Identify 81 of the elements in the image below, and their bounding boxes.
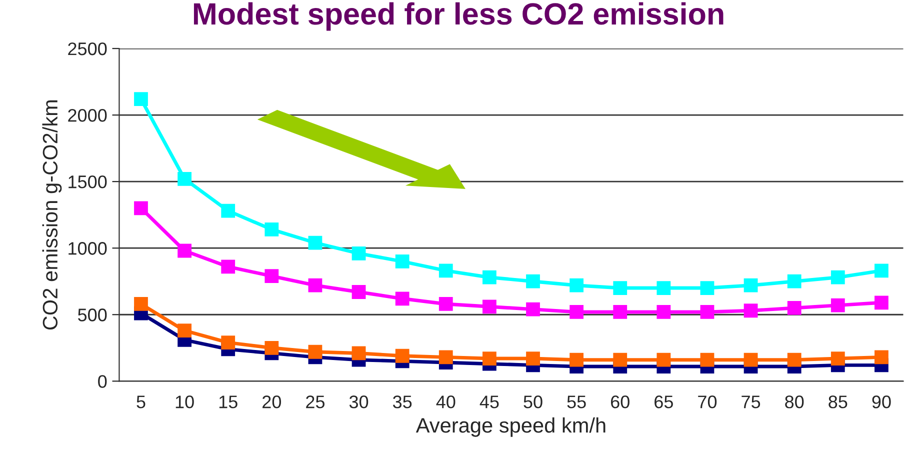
point (438, 264, 453, 278)
x-tick-label: 15 (219, 396, 238, 408)
point (221, 336, 236, 350)
y-tick-label: 1500 (68, 176, 107, 188)
point (570, 352, 584, 367)
x-tick-label: 20 (262, 396, 281, 408)
point (744, 304, 758, 318)
chart-title: Modest speed for less CO2 emission (194, 2, 724, 31)
point (134, 201, 148, 216)
point (352, 285, 366, 299)
x-tick-label: 65 (654, 396, 673, 408)
point (744, 278, 758, 292)
point (613, 305, 628, 319)
point (700, 281, 714, 295)
point (787, 274, 802, 288)
x-tick-label: 60 (611, 396, 630, 408)
x-tick-label: 30 (349, 396, 368, 408)
x-tick-label: 80 (785, 396, 804, 408)
point (700, 352, 714, 367)
x-tick-label: 45 (480, 396, 499, 408)
point (482, 270, 496, 284)
y-tick-label: 0 (98, 375, 107, 388)
point (482, 352, 496, 366)
x-tick-label: 40 (436, 396, 456, 408)
point (830, 298, 845, 312)
point (221, 204, 236, 218)
y-tick-label: 500 (78, 308, 107, 322)
x-tick-label: 5 (136, 396, 146, 408)
point (570, 278, 584, 292)
point (264, 222, 279, 236)
point (221, 260, 236, 274)
y-tick-label: 2500 (68, 42, 107, 56)
point (656, 281, 671, 295)
point (438, 350, 453, 364)
point (264, 340, 279, 355)
y-axis-title: CO2 emission g-CO2/km (42, 100, 62, 330)
point (830, 352, 845, 366)
point (656, 352, 671, 367)
point (308, 236, 322, 250)
point (526, 352, 540, 366)
point (178, 172, 192, 186)
point (178, 324, 192, 338)
point (178, 244, 192, 258)
point (787, 301, 802, 315)
point (570, 305, 584, 319)
point (395, 348, 410, 363)
point (613, 281, 628, 295)
x-tick-label: 75 (742, 396, 760, 408)
point (134, 297, 148, 311)
point (787, 352, 802, 367)
point (526, 274, 540, 288)
x-tick-label: 90 (872, 396, 891, 408)
x-tick-label: 50 (524, 396, 542, 408)
x-tick-label: 70 (698, 396, 717, 408)
point (874, 264, 888, 278)
point (482, 300, 496, 314)
y-tick-label: 1000 (68, 242, 107, 255)
point (700, 305, 714, 319)
point (395, 292, 410, 306)
x-tick-label: 25 (306, 396, 325, 408)
y-tick-label: 2000 (68, 108, 107, 122)
point (134, 92, 148, 106)
point (613, 352, 628, 367)
x-tick-label: 35 (392, 396, 412, 408)
point (874, 350, 888, 364)
x-tick-label: 10 (176, 396, 194, 408)
point (308, 344, 322, 359)
point (438, 297, 453, 311)
point (830, 270, 845, 284)
point (352, 246, 366, 260)
point (744, 352, 758, 367)
x-tick-label: 55 (567, 396, 586, 408)
point (395, 254, 410, 268)
x-axis-title: Average speed km/h (416, 417, 606, 437)
point (264, 269, 279, 283)
point (526, 302, 540, 316)
point (874, 296, 888, 310)
point (352, 346, 366, 360)
x-tick-label: 85 (828, 396, 848, 408)
point (656, 305, 671, 319)
point (308, 278, 322, 292)
